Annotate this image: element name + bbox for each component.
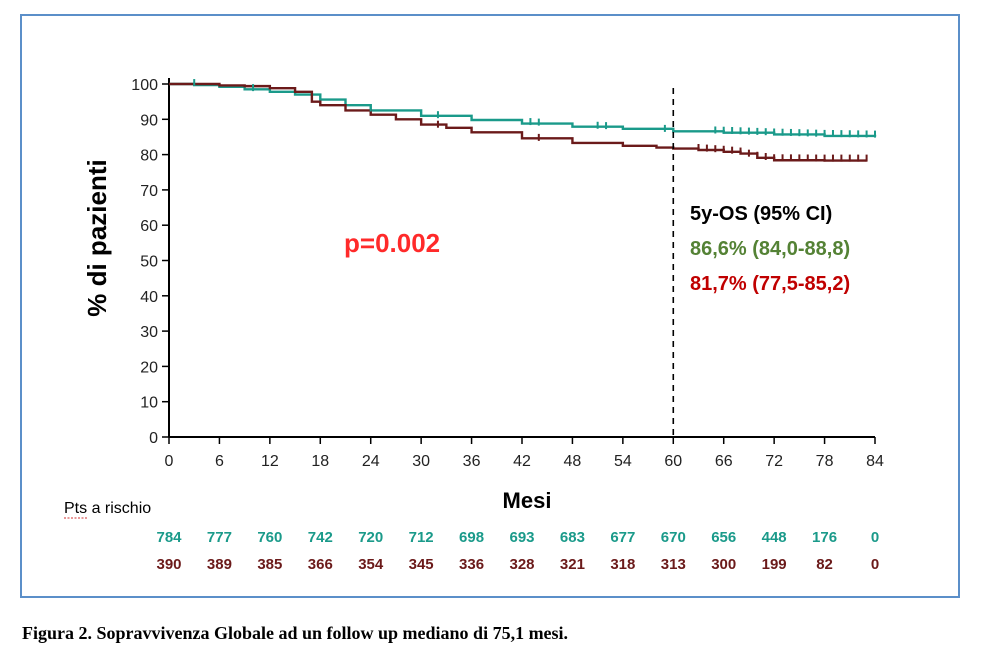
x-tick-label: 54 [614, 453, 632, 470]
os-header: 5y-OS (95% CI) [690, 203, 832, 225]
x-tick-label: 78 [816, 453, 834, 470]
y-tick-label: 70 [140, 183, 158, 200]
y-tick-label: 30 [140, 324, 158, 341]
figure-frame: 0 10 20 30 40 50 60 70 80 90 100 0 6 12 18 24 30 36 42 48 54… [20, 14, 960, 598]
risk-count: 0 [871, 529, 879, 546]
risk-table-header: Pts a rischio [64, 500, 151, 517]
y-axis-title: % di pazienti [82, 159, 112, 316]
risk-count: 336 [459, 556, 484, 573]
y-tick-label: 10 [140, 395, 158, 412]
ticks: 0 10 20 30 40 50 60 70 80 90 100 0 6 12 18 24 30 36 42 48 54… [131, 77, 884, 470]
os-label-series-1: 86,6% (84,0-88,8) [690, 238, 850, 260]
x-axis-title: Mesi [503, 488, 552, 513]
x-tick-label: 0 [165, 453, 174, 470]
risk-count: 784 [156, 529, 182, 546]
risk-count: 385 [257, 556, 282, 573]
risk-count: 318 [610, 556, 635, 573]
x-tick-label: 42 [513, 453, 531, 470]
risk-count: 199 [762, 556, 787, 573]
y-tick-label: 60 [140, 218, 158, 235]
x-tick-label: 6 [215, 453, 224, 470]
risk-count: 389 [207, 556, 232, 573]
risk-count: 448 [762, 529, 787, 546]
risk-count: 760 [257, 529, 282, 546]
x-tick-label: 48 [564, 453, 582, 470]
risk-count: 300 [711, 556, 736, 573]
y-tick-label: 50 [140, 254, 158, 271]
risk-count: 720 [358, 529, 383, 546]
x-tick-label: 84 [866, 453, 884, 470]
x-tick-label: 72 [765, 453, 783, 470]
figure-caption: Figura 2. Sopravvivenza Globale ad un fo… [22, 623, 569, 643]
x-tick-label: 24 [362, 453, 380, 470]
y-tick-label: 20 [140, 359, 158, 376]
risk-count: 328 [509, 556, 534, 573]
risk-count: 698 [459, 529, 484, 546]
risk-count: 0 [871, 556, 879, 573]
risk-count: 366 [308, 556, 333, 573]
risk-count: 82 [816, 556, 833, 573]
risk-count: 176 [812, 529, 837, 546]
survival-curves [169, 82, 877, 162]
km-chart: 0 10 20 30 40 50 60 70 80 90 100 0 6 12 18 24 30 36 42 48 54… [64, 77, 884, 573]
risk-count: 742 [308, 529, 333, 546]
risk-count: 345 [409, 556, 434, 573]
risk-table: 784 777 760 742 720 712 698 693 683 677 670 656 448 1… [156, 529, 879, 573]
y-tick-label: 90 [140, 112, 158, 129]
os-label-series-2: 81,7% (77,5-85,2) [690, 273, 850, 295]
x-tick-label: 66 [715, 453, 733, 470]
risk-count: 693 [509, 529, 534, 546]
risk-count: 677 [610, 529, 635, 546]
x-tick-label: 60 [664, 453, 682, 470]
risk-count: 683 [560, 529, 585, 546]
x-tick-label: 36 [463, 453, 481, 470]
y-tick-label: 40 [140, 289, 158, 306]
risk-count: 777 [207, 529, 232, 546]
censor-marks [193, 79, 876, 162]
x-tick-label: 30 [412, 453, 430, 470]
risk-count: 390 [156, 556, 181, 573]
p-value: p=0.002 [344, 228, 440, 258]
survival-curve-1 [169, 82, 877, 138]
risk-count: 313 [661, 556, 686, 573]
survival-curve-2 [169, 82, 867, 162]
x-tick-label: 18 [311, 453, 329, 470]
x-tick-label: 12 [261, 453, 279, 470]
y-tick-label: 80 [140, 148, 158, 165]
risk-count: 656 [711, 529, 736, 546]
risk-count: 321 [560, 556, 585, 573]
risk-count: 712 [409, 529, 434, 546]
risk-count: 354 [358, 556, 384, 573]
y-tick-label: 100 [131, 77, 158, 94]
y-tick-label: 0 [149, 430, 158, 447]
risk-count: 670 [661, 529, 686, 546]
